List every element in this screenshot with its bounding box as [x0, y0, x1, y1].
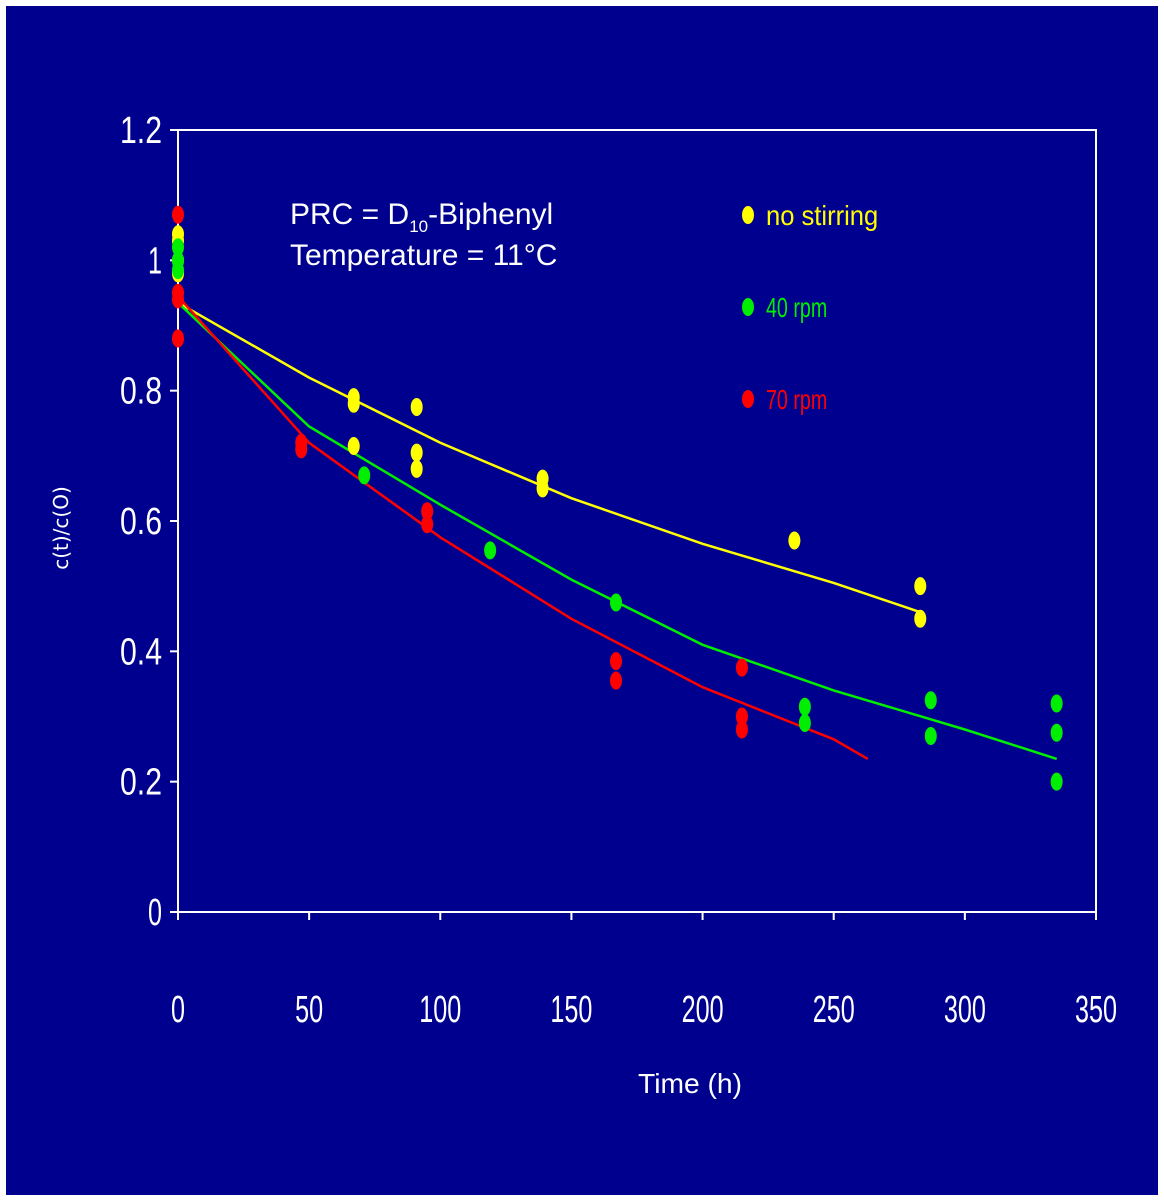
x-tick-label: 300 — [944, 989, 986, 1031]
data-point-70-rpm — [172, 290, 184, 309]
data-point-70-rpm — [735, 707, 748, 726]
chart-background — [6, 6, 1158, 1195]
data-point-70-rpm — [421, 515, 434, 534]
data-point-no-stirring — [410, 443, 423, 462]
legend-marker — [742, 390, 754, 408]
x-tick-label: 250 — [813, 989, 855, 1031]
data-point-70-rpm — [610, 671, 623, 690]
annotation-prc-prefix: PRC = D — [290, 198, 409, 231]
data-point-70-rpm — [172, 329, 184, 348]
data-point-40-rpm — [172, 261, 184, 280]
annotation-prc-suffix: -Biphenyl — [428, 198, 553, 231]
data-point-no-stirring — [914, 609, 927, 628]
annotation-temperature: Temperature = 11°C — [290, 239, 557, 272]
data-point-70-rpm — [421, 502, 434, 521]
data-point-no-stirring — [410, 397, 423, 416]
data-point-40-rpm — [924, 691, 937, 710]
axes: 0 0.2 0.4 0.6 0.8 1 1.2 0 50 100 150 200 250 300 350 — [120, 110, 1117, 1031]
annotation-prc-subscript: 10 — [409, 217, 428, 236]
legend-label: 40 rpm — [766, 292, 827, 323]
data-point-70-rpm — [610, 652, 623, 671]
data-point-40-rpm — [798, 714, 811, 733]
data-point-no-stirring — [347, 437, 360, 456]
data-points — [172, 205, 1063, 791]
data-point-no-stirring — [914, 577, 927, 596]
data-point-40-rpm — [1050, 723, 1063, 742]
fit-lines — [177, 295, 1058, 761]
data-point-40-rpm — [1050, 772, 1063, 791]
data-point-40-rpm — [484, 541, 497, 560]
y-tick-label: 0.2 — [120, 762, 162, 804]
data-point-40-rpm — [358, 466, 371, 485]
x-axis-label: Time (h) — [638, 1068, 742, 1099]
y-tick-label: 1.2 — [120, 110, 162, 152]
x-tick-label: 0 — [171, 989, 185, 1031]
legend-marker — [742, 206, 754, 224]
fit-line-40-rpm — [177, 301, 1058, 761]
data-point-no-stirring — [347, 394, 360, 413]
data-point-no-stirring — [536, 479, 549, 498]
data-point-no-stirring — [788, 531, 801, 550]
data-point-70-rpm — [295, 440, 308, 459]
data-point-40-rpm — [610, 593, 623, 612]
y-axis-label: c(t)/c(O) — [49, 486, 73, 570]
data-point-70-rpm — [735, 658, 748, 677]
legend-label: no stirring — [766, 200, 878, 231]
fit-line-70-rpm — [177, 295, 869, 760]
data-point-70-rpm — [735, 720, 748, 739]
fit-line-no-stirring — [177, 301, 921, 614]
data-point-40-rpm — [172, 238, 184, 257]
data-point-70-rpm — [172, 205, 184, 224]
x-tick-label: 200 — [682, 989, 724, 1031]
data-point-no-stirring — [410, 459, 423, 478]
y-tick-label: 0.8 — [120, 371, 162, 413]
data-point-40-rpm — [924, 727, 937, 746]
y-tick-label: 0 — [148, 892, 162, 934]
legend-marker — [742, 298, 754, 316]
y-tick-label: 1 — [148, 240, 162, 282]
x-tick-label: 50 — [295, 989, 323, 1031]
legend-label: 70 rpm — [766, 384, 827, 415]
annotation-prc: PRC = D10-Biphenyl — [290, 198, 553, 236]
data-point-40-rpm — [1050, 694, 1063, 713]
y-tick-label: 0.6 — [120, 501, 162, 543]
x-tick-label: 100 — [419, 989, 461, 1031]
x-tick-label: 150 — [550, 989, 592, 1031]
data-point-40-rpm — [798, 697, 811, 716]
legend: no stirring 40 rpm 70 rpm — [742, 200, 878, 415]
x-tick-label: 350 — [1075, 989, 1117, 1031]
y-tick-label: 0.4 — [120, 631, 162, 673]
